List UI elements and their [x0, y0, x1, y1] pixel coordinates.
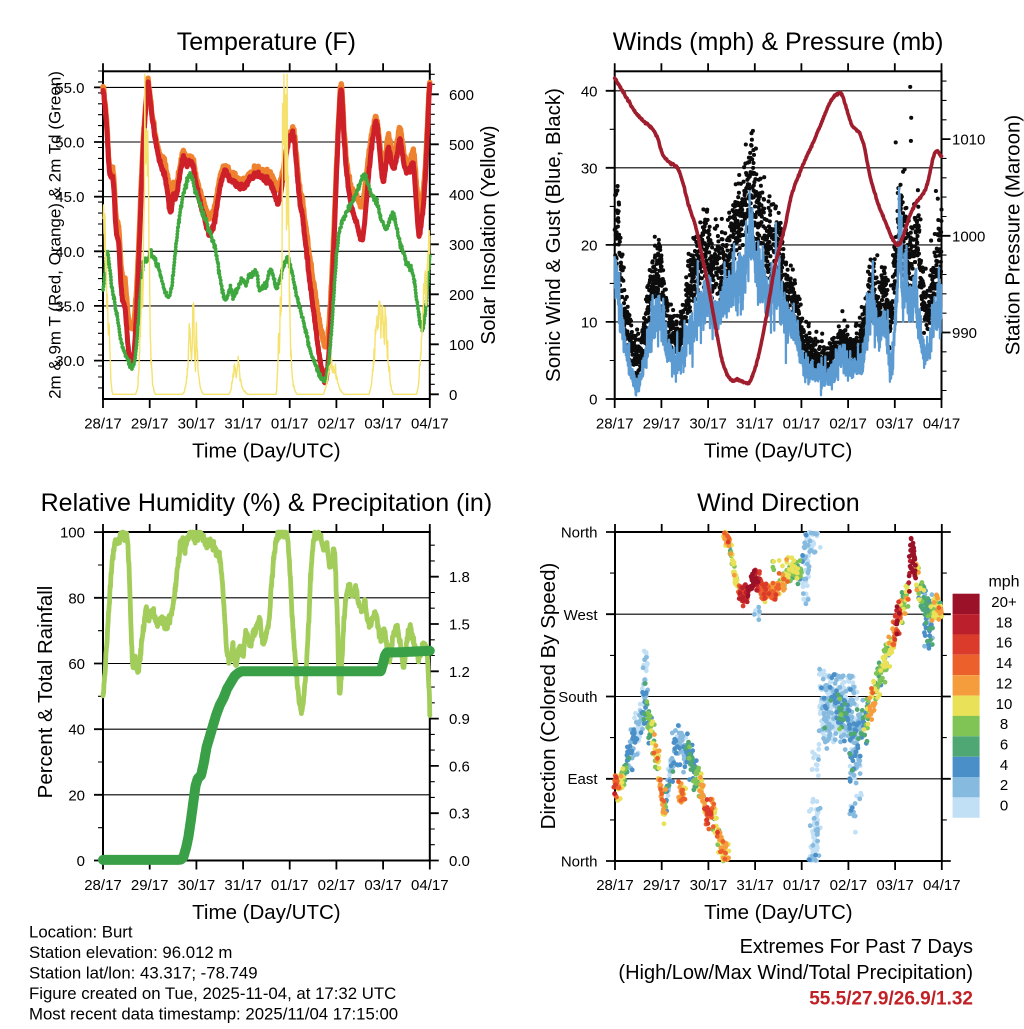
svg-text:990: 990: [952, 325, 977, 342]
svg-text:Time (Day/UTC): Time (Day/UTC): [192, 440, 340, 463]
svg-text:South: South: [558, 689, 597, 706]
svg-text:Figure created on Tue, 2025-11: Figure created on Tue, 2025-11-04, at 17…: [29, 984, 396, 1003]
svg-text:01/17: 01/17: [271, 416, 309, 433]
svg-text:60: 60: [68, 656, 85, 673]
svg-text:0.9: 0.9: [449, 711, 470, 728]
svg-text:31/17: 31/17: [736, 416, 774, 433]
svg-text:Station lat/lon: 43.317; -78.7: Station lat/lon: 43.317; -78.749: [29, 964, 258, 983]
svg-text:20+: 20+: [991, 594, 1017, 611]
svg-text:Most recent data timestamp: 20: Most recent data timestamp: 2025/11/04 1…: [29, 1005, 398, 1024]
svg-text:28/17: 28/17: [596, 416, 634, 433]
svg-text:4: 4: [1000, 757, 1008, 774]
svg-text:Wind Direction: Wind Direction: [697, 489, 860, 517]
svg-text:02/17: 02/17: [318, 416, 356, 433]
svg-text:02/17: 02/17: [318, 877, 356, 894]
svg-text:0: 0: [1000, 798, 1008, 815]
svg-text:Location: Burt: Location: Burt: [29, 923, 133, 942]
svg-text:30/17: 30/17: [178, 877, 216, 894]
svg-text:mph: mph: [988, 573, 1019, 590]
svg-text:30/17: 30/17: [690, 877, 728, 894]
svg-text:12: 12: [996, 675, 1013, 692]
svg-text:(High/Low/Max Wind/Total Preci: (High/Low/Max Wind/Total Precipitation): [618, 962, 973, 984]
svg-text:100: 100: [449, 337, 474, 354]
svg-text:100: 100: [60, 525, 85, 542]
svg-text:1.8: 1.8: [449, 569, 470, 586]
svg-text:03/17: 03/17: [876, 877, 914, 894]
svg-text:0: 0: [589, 392, 597, 409]
svg-text:10: 10: [996, 696, 1013, 713]
svg-text:West: West: [564, 607, 599, 624]
svg-text:18: 18: [996, 614, 1013, 631]
svg-text:0.3: 0.3: [449, 806, 470, 823]
svg-text:31/17: 31/17: [736, 877, 774, 894]
svg-text:04/17: 04/17: [411, 416, 449, 433]
svg-text:400: 400: [449, 187, 474, 204]
svg-text:North: North: [561, 854, 598, 871]
svg-text:North: North: [561, 525, 598, 542]
svg-text:1.2: 1.2: [449, 664, 470, 681]
svg-text:30/17: 30/17: [178, 416, 216, 433]
svg-text:10: 10: [581, 314, 598, 331]
svg-text:04/17: 04/17: [411, 877, 449, 894]
svg-text:Station Pressure (Maroon): Station Pressure (Maroon): [1002, 115, 1024, 355]
svg-text:Station elevation: 96.012 m: Station elevation: 96.012 m: [29, 943, 232, 962]
svg-text:29/17: 29/17: [131, 416, 169, 433]
svg-text:Winds (mph) & Pressure (mb): Winds (mph) & Pressure (mb): [613, 28, 944, 56]
svg-text:20: 20: [68, 787, 85, 804]
svg-text:01/17: 01/17: [271, 877, 309, 894]
svg-text:Extremes For Past 7 Days: Extremes For Past 7 Days: [740, 936, 973, 958]
svg-text:2m & 9m T (Red, Orange) & 2m T: 2m & 9m T (Red, Orange) & 2m Td (Green): [46, 71, 65, 399]
svg-text:29/17: 29/17: [131, 877, 169, 894]
svg-text:20: 20: [581, 237, 598, 254]
svg-text:Temperature (F): Temperature (F): [177, 28, 356, 56]
svg-text:55.5/27.9/26.9/1.32: 55.5/27.9/26.9/1.32: [809, 989, 973, 1010]
svg-text:29/17: 29/17: [643, 877, 681, 894]
svg-text:30: 30: [581, 160, 598, 177]
svg-text:28/17: 28/17: [596, 877, 634, 894]
svg-text:03/17: 03/17: [364, 877, 402, 894]
svg-text:40: 40: [581, 83, 598, 100]
svg-text:01/17: 01/17: [783, 416, 821, 433]
svg-text:28/17: 28/17: [84, 416, 122, 433]
svg-text:40: 40: [68, 722, 85, 739]
svg-text:02/17: 02/17: [829, 416, 867, 433]
svg-text:0.6: 0.6: [449, 758, 470, 775]
svg-text:300: 300: [449, 237, 474, 254]
svg-text:0: 0: [449, 387, 457, 404]
svg-text:Time (Day/UTC): Time (Day/UTC): [704, 901, 852, 924]
svg-text:0: 0: [77, 853, 85, 870]
svg-text:31/17: 31/17: [224, 877, 262, 894]
svg-text:Relative Humidity (%) & Precip: Relative Humidity (%) & Precipitation (i…: [41, 489, 493, 517]
svg-text:14: 14: [996, 655, 1013, 672]
svg-text:02/17: 02/17: [830, 877, 868, 894]
svg-text:30/17: 30/17: [689, 416, 727, 433]
svg-text:Percent & Total Rainfall: Percent & Total Rainfall: [34, 586, 57, 799]
svg-text:29/17: 29/17: [643, 416, 681, 433]
svg-text:Direction (Colored By Speed): Direction (Colored By Speed): [537, 563, 560, 830]
svg-text:04/17: 04/17: [923, 416, 961, 433]
svg-text:28/17: 28/17: [84, 877, 122, 894]
svg-text:31/17: 31/17: [224, 416, 262, 433]
svg-text:Time (Day/UTC): Time (Day/UTC): [704, 440, 852, 463]
svg-text:200: 200: [449, 287, 474, 304]
svg-text:1000: 1000: [952, 228, 985, 245]
svg-text:Time (Day/UTC): Time (Day/UTC): [192, 901, 340, 924]
svg-text:600: 600: [449, 87, 474, 104]
svg-text:01/17: 01/17: [783, 877, 821, 894]
svg-text:8: 8: [1000, 716, 1008, 733]
svg-text:1.5: 1.5: [449, 617, 470, 634]
svg-text:16: 16: [996, 635, 1013, 652]
svg-text:0.0: 0.0: [449, 853, 470, 870]
svg-text:Sonic Wind & Gust (Blue, Black: Sonic Wind & Gust (Blue, Black): [542, 88, 565, 382]
svg-text:6: 6: [1000, 737, 1008, 754]
svg-text:03/17: 03/17: [876, 416, 914, 433]
svg-text:03/17: 03/17: [364, 416, 402, 433]
svg-text:East: East: [567, 771, 598, 788]
svg-text:Solar Insolation (Yellow): Solar Insolation (Yellow): [477, 125, 500, 344]
svg-text:04/17: 04/17: [923, 877, 961, 894]
svg-text:2: 2: [1000, 777, 1008, 794]
svg-text:80: 80: [68, 590, 85, 607]
svg-text:1010: 1010: [952, 132, 985, 149]
svg-text:500: 500: [449, 137, 474, 154]
